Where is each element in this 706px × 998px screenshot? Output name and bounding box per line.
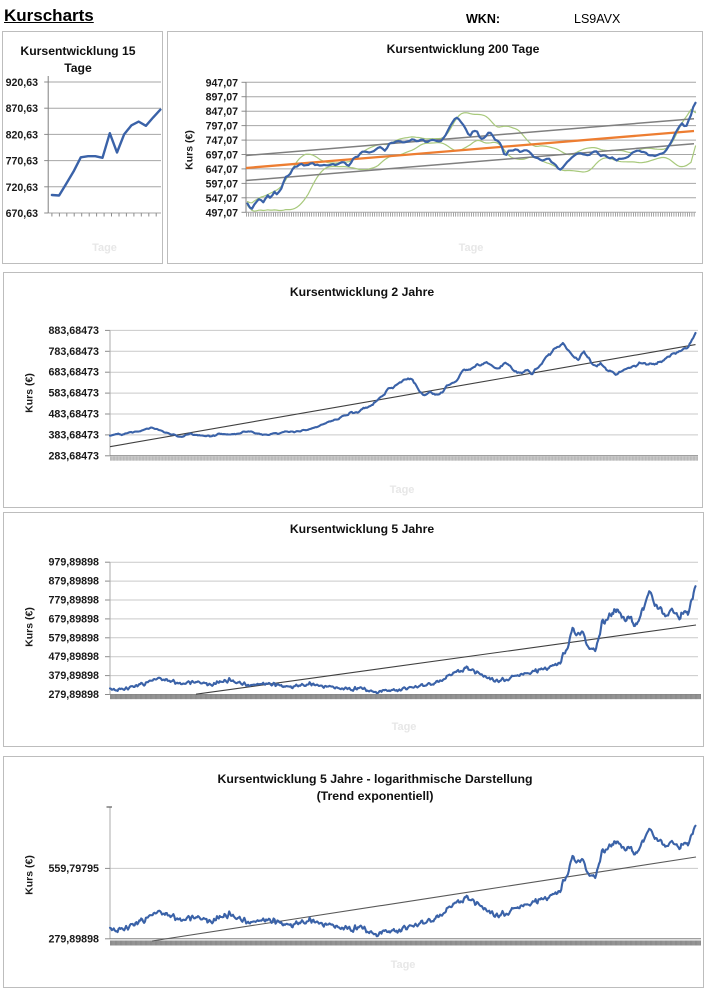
svg-text:Tage: Tage xyxy=(64,61,92,75)
svg-text:947,07: 947,07 xyxy=(206,77,239,89)
svg-text:Kurs (€): Kurs (€) xyxy=(24,373,36,413)
svg-text:797,07: 797,07 xyxy=(206,121,239,133)
svg-text:597,07: 597,07 xyxy=(206,178,239,190)
svg-text:679,89898: 679,89898 xyxy=(48,613,99,625)
svg-text:Kursentwicklung 15: Kursentwicklung 15 xyxy=(20,44,135,58)
svg-text:779,89898: 779,89898 xyxy=(48,595,99,607)
svg-text:647,07: 647,07 xyxy=(206,164,239,176)
svg-text:Tage: Tage xyxy=(92,242,117,254)
svg-text:Tage: Tage xyxy=(391,959,416,971)
svg-text:Kurs (€): Kurs (€) xyxy=(24,855,36,895)
svg-text:820,63: 820,63 xyxy=(6,129,39,141)
svg-text:Tage: Tage xyxy=(392,721,417,733)
svg-text:279,89898: 279,89898 xyxy=(48,689,99,701)
svg-text:Kurs (€): Kurs (€) xyxy=(24,607,36,647)
svg-text:883,68473: 883,68473 xyxy=(48,325,99,337)
svg-text:559,79795: 559,79795 xyxy=(48,863,99,875)
svg-text:783,68473: 783,68473 xyxy=(48,346,99,358)
svg-text:Kursentwicklung 2 Jahre: Kursentwicklung 2 Jahre xyxy=(290,285,434,299)
svg-text:Kurs (€): Kurs (€) xyxy=(184,130,196,170)
svg-text:(Trend exponentiell): (Trend exponentiell) xyxy=(317,789,434,803)
svg-text:847,07: 847,07 xyxy=(206,106,239,118)
svg-text:479,89898: 479,89898 xyxy=(48,651,99,663)
svg-text:279,89898: 279,89898 xyxy=(48,933,99,945)
svg-text:770,63: 770,63 xyxy=(6,156,39,168)
svg-text:Kursentwicklung 5 Jahre: Kursentwicklung 5 Jahre xyxy=(290,522,434,536)
svg-text:497,07: 497,07 xyxy=(206,207,239,219)
svg-text:670,63: 670,63 xyxy=(6,208,39,220)
svg-text:Kursentwicklung 200 Tage: Kursentwicklung 200 Tage xyxy=(387,42,540,56)
svg-text:979,89898: 979,89898 xyxy=(48,557,99,569)
svg-text:920,63: 920,63 xyxy=(6,77,39,89)
svg-text:Tage: Tage xyxy=(390,484,415,496)
svg-text:379,89898: 379,89898 xyxy=(48,670,99,682)
svg-text:683,68473: 683,68473 xyxy=(48,367,99,379)
svg-text:697,07: 697,07 xyxy=(206,150,239,162)
svg-text:Kursentwicklung 5 Jahre - loga: Kursentwicklung 5 Jahre - logarithmische… xyxy=(217,772,532,786)
svg-text:897,07: 897,07 xyxy=(206,92,239,104)
svg-text:547,07: 547,07 xyxy=(206,193,239,205)
svg-text:747,07: 747,07 xyxy=(206,135,239,147)
svg-text:720,63: 720,63 xyxy=(6,182,39,194)
svg-text:579,89898: 579,89898 xyxy=(48,632,99,644)
svg-text:283,68473: 283,68473 xyxy=(48,450,99,462)
svg-text:879,89898: 879,89898 xyxy=(48,576,99,588)
svg-text:383,68473: 383,68473 xyxy=(48,429,99,441)
svg-text:583,68473: 583,68473 xyxy=(48,388,99,400)
svg-text:870,63: 870,63 xyxy=(6,103,39,115)
svg-text:483,68473: 483,68473 xyxy=(48,409,99,421)
svg-text:Tage: Tage xyxy=(459,242,484,254)
